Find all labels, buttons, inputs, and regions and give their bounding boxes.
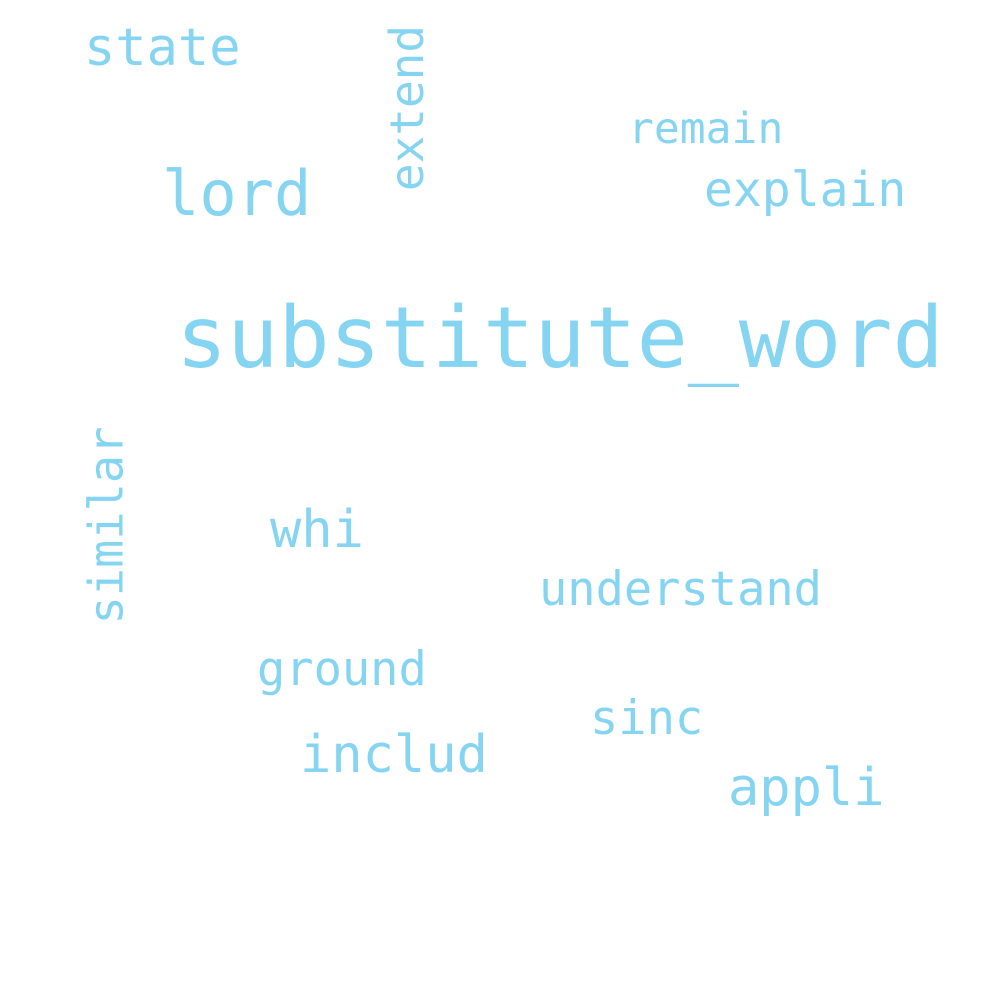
word-substitute-word: substitute_word (176, 289, 944, 388)
word-similar: similar (79, 426, 135, 625)
word-explain: explain (704, 162, 907, 218)
word-lord: lord (162, 157, 312, 230)
word-understand: understand (539, 562, 822, 617)
word-ground: ground (257, 642, 427, 697)
word-appli: appli (728, 758, 885, 818)
word-whi: whi (270, 500, 364, 560)
word-remain: remain (628, 104, 784, 154)
word-state: state (84, 18, 241, 78)
word-includ: includ (300, 725, 488, 785)
word-extend: extend (380, 24, 434, 192)
word-sinc: sinc (590, 691, 704, 746)
